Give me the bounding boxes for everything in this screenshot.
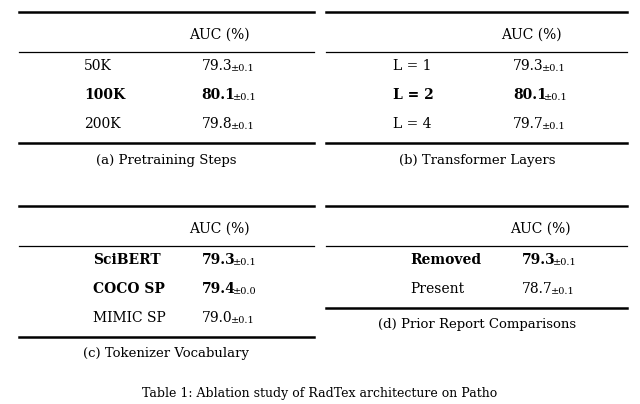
Text: ±0.1: ±0.1 [553,258,577,267]
Text: (c) Tokenizer Vocabulary: (c) Tokenizer Vocabulary [83,347,250,360]
Text: ±0.1: ±0.1 [544,93,568,102]
Text: 50K: 50K [84,59,112,73]
Text: 78.7: 78.7 [522,282,553,296]
Text: SciBERT: SciBERT [93,253,161,267]
Text: L = 1: L = 1 [392,59,431,73]
Text: MIMIC SP: MIMIC SP [93,311,166,325]
Text: AUC (%): AUC (%) [189,221,250,235]
Text: 79.3: 79.3 [202,253,236,267]
Text: 79.4: 79.4 [202,282,236,296]
Text: ±0.1: ±0.1 [232,93,257,102]
Text: (b) Transformer Layers: (b) Transformer Layers [399,154,555,166]
Text: AUC (%): AUC (%) [500,27,561,41]
Text: ±0.1: ±0.1 [231,316,255,325]
Text: ±0.1: ±0.1 [552,287,575,296]
Text: 79.3: 79.3 [522,253,556,267]
Text: ±0.1: ±0.1 [232,258,257,267]
Text: COCO SP: COCO SP [93,282,164,296]
Text: 79.3: 79.3 [202,59,232,73]
Text: (d) Prior Report Comparisons: (d) Prior Report Comparisons [378,318,576,331]
Text: 80.1: 80.1 [202,88,236,102]
Text: L = 2: L = 2 [392,88,433,102]
Text: AUC (%): AUC (%) [509,221,570,235]
Text: 79.0: 79.0 [202,311,232,325]
Text: 79.7: 79.7 [513,118,543,131]
Text: 80.1: 80.1 [513,88,547,102]
Text: ±0.1: ±0.1 [542,122,566,131]
Text: L = 4: L = 4 [392,118,431,131]
Text: ±0.1: ±0.1 [542,64,566,73]
Text: Table 1: Ablation study of RadTex architecture on Patho: Table 1: Ablation study of RadTex archit… [142,387,498,400]
Text: 200K: 200K [84,118,120,131]
Text: Removed: Removed [411,253,482,267]
Text: ±0.1: ±0.1 [231,122,255,131]
Text: Present: Present [411,282,465,296]
Text: 100K: 100K [84,88,125,102]
Text: ±0.1: ±0.1 [231,64,255,73]
Text: 79.8: 79.8 [202,118,232,131]
Text: AUC (%): AUC (%) [189,27,250,41]
Text: (a) Pretraining Steps: (a) Pretraining Steps [96,154,237,166]
Text: ±0.0: ±0.0 [232,287,256,296]
Text: 79.3: 79.3 [513,59,543,73]
